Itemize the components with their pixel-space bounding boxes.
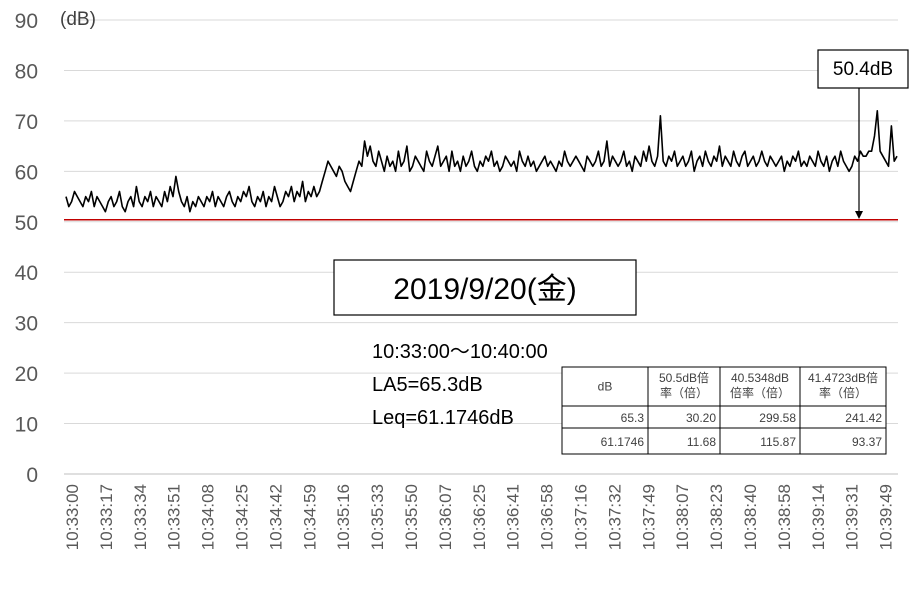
date-box-text: 2019/9/20(金) [393,273,576,306]
table-cell: 241.42 [845,411,882,425]
table-header-cell: 50.5dB倍 [659,370,709,385]
table-cell: 93.37 [852,435,882,449]
table-frame [561,366,887,455]
gridlines [64,19,898,425]
x-tick-label: 10:34:42 [266,484,285,550]
x-tick-label: 10:38:40 [741,484,760,550]
table-cell: 30.20 [686,411,716,425]
y-tick-label: 60 [15,161,38,184]
y-unit-label: (dB) [60,9,96,30]
y-axis: 0 10 20 30 40 50 60 70 80 90 [15,10,38,487]
info-la5: LA5=65.3dB [372,374,483,396]
x-tick-label: 10:33:17 [97,484,116,550]
table-header-cell: 40.5348dB [731,371,789,385]
date-box-frame [333,259,637,316]
callout-box [817,49,909,89]
x-tick-label: 10:36:41 [504,484,523,550]
y-tick-label: 70 [15,111,38,134]
x-tick-label: 10:39:49 [877,484,896,550]
x-tick-label: 10:38:07 [673,484,692,550]
x-tick-label: 10:39:14 [809,484,828,550]
table-cell: 11.68 [687,435,716,449]
x-tick-label: 10:33:51 [165,484,184,550]
table-cell: 115.87 [760,435,796,449]
info-block: 10:33:00〜10:40:00 LA5=65.3dB Leq=61.1746… [372,341,548,429]
info-time-range: 10:33:00〜10:40:00 [372,341,548,363]
date-box: 2019/9/20(金) [333,259,637,316]
table-cell: 61.1746 [601,435,645,449]
x-tick-label: 10:39:31 [843,484,862,550]
table-header-cell: 41.4723dB倍 [808,370,878,385]
series-line [65,110,898,213]
x-tick-label: 10:35:33 [368,484,387,550]
y-tick-label: 80 [15,60,38,83]
x-tick-label: 10:36:58 [538,484,557,550]
x-tick-label: 10:33:34 [131,484,150,550]
x-tick-label: 10:37:49 [639,484,658,550]
table-header-cell: 倍率（倍） [730,385,790,400]
table-header-cell: 率（倍） [819,385,867,400]
x-tick-label: 10:35:16 [334,484,353,550]
x-tick-label: 10:33:00 [63,484,82,550]
table-cell: 65.3 [621,411,645,425]
callout-label: 50.4dB [833,59,893,80]
x-tick-label: 10:37:32 [605,484,624,550]
x-tick-label: 10:36:07 [436,484,455,550]
x-tick-label: 10:34:59 [300,484,319,550]
x-tick-label: 10:37:16 [572,484,591,550]
x-tick-label: 10:34:25 [233,484,252,550]
y-tick-label: 20 [15,363,38,386]
callout: 50.4dB [817,49,909,219]
info-leq: Leq=61.1746dB [372,407,514,429]
y-tick-label: 90 [15,10,38,33]
x-tick-label: 10:38:58 [775,484,794,550]
table-cell: 299.58 [759,411,796,425]
table-header-cell: dB [598,380,613,394]
y-tick-label: 40 [15,262,38,285]
x-tick-label: 10:36:25 [470,484,489,550]
x-tick-label: 10:38:23 [707,484,726,550]
y-tick-label: 10 [15,414,38,437]
callout-arrowhead [855,211,863,219]
ratio-table: dB50.5dB倍率（倍）40.5348dB倍率（倍）41.4723dB倍率（倍… [561,366,887,455]
x-axis: 10:33:00 10:33:17 10:33:34 10:33:51 10:34:08… [63,484,896,550]
y-tick-label: 0 [26,464,38,487]
x-tick-label: 10:35:50 [402,484,421,550]
table-header-cell: 率（倍） [660,385,708,400]
y-tick-label: 50 [15,212,38,235]
y-tick-label: 30 [15,313,38,336]
x-tick-label: 10:34:08 [199,484,218,550]
